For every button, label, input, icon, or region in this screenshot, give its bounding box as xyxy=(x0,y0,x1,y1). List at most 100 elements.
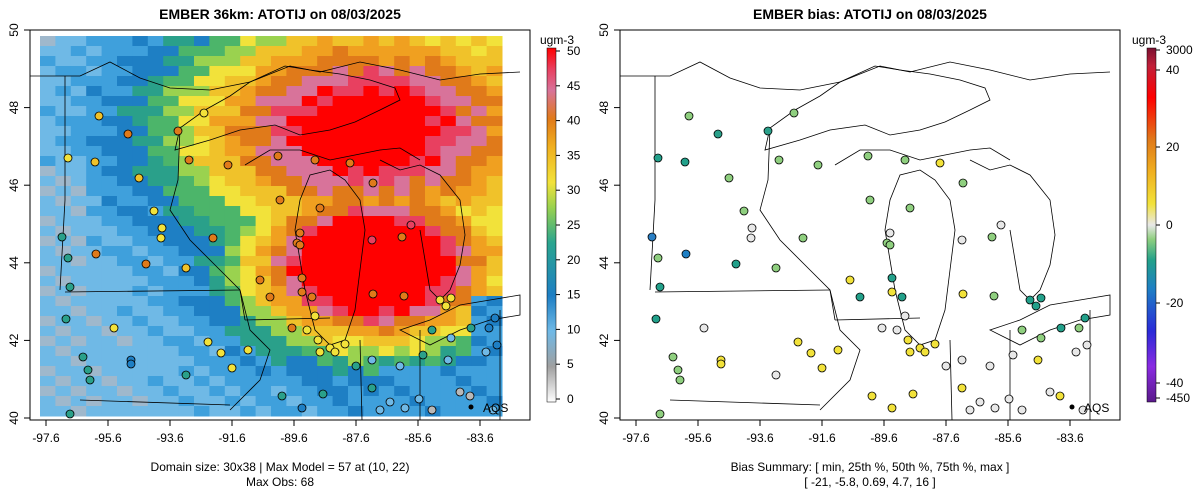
station-bias-point xyxy=(651,314,661,324)
grid-cell xyxy=(409,306,426,317)
axis-ticks: -97.6 -95.6 -93.6 -91.6 -89.6 -87.6 -85.6 -83.6… xyxy=(7,23,1084,445)
station-point xyxy=(184,155,194,165)
grid-cell xyxy=(409,146,426,157)
grid-cell xyxy=(178,306,195,317)
grid-cell xyxy=(86,186,103,197)
grid-cell xyxy=(317,76,334,87)
grid-cell xyxy=(471,256,488,267)
grid-cell xyxy=(455,396,472,407)
grid-cell xyxy=(455,126,472,137)
station-bias-point xyxy=(935,158,945,168)
grid-cell xyxy=(271,396,287,407)
grid-cell xyxy=(55,406,72,417)
grid-cell xyxy=(440,156,457,167)
grid-cell xyxy=(271,356,287,367)
grid-cell xyxy=(455,116,472,127)
station-point xyxy=(368,289,378,299)
grid-cell xyxy=(455,196,472,207)
grid-cell xyxy=(409,406,426,417)
grid-cell xyxy=(440,256,457,267)
grid-cell xyxy=(425,46,441,57)
grid-cell xyxy=(409,226,426,237)
grid-cell xyxy=(471,46,488,57)
grid-cell xyxy=(425,116,441,127)
grid-cell xyxy=(378,106,395,117)
grid-cell xyxy=(240,236,257,247)
grid-cell xyxy=(271,116,287,127)
grid-cell xyxy=(147,356,164,367)
grid-cell xyxy=(486,216,503,227)
grid-cell xyxy=(301,386,318,397)
grid-cell xyxy=(117,166,133,177)
grid-cell xyxy=(317,36,334,47)
y-tick-label: 40 xyxy=(7,411,21,425)
grid-cell xyxy=(86,196,103,207)
station-point xyxy=(287,323,297,333)
station-bias-point xyxy=(655,282,665,292)
grid-cell xyxy=(70,166,87,177)
grid-cell xyxy=(70,56,87,67)
grid-cell xyxy=(147,266,164,277)
grid-cell xyxy=(147,56,164,67)
grid-cell xyxy=(147,376,164,387)
grid-cell xyxy=(271,66,287,77)
grid-cell xyxy=(163,66,180,77)
boundary-line xyxy=(59,76,66,291)
grid-cell xyxy=(317,226,334,237)
grid-cell xyxy=(132,76,149,87)
grid-cell xyxy=(348,176,364,187)
grid-cell xyxy=(471,236,488,247)
grid-cell xyxy=(255,306,272,317)
grid-cell xyxy=(286,406,303,417)
grid-cell xyxy=(194,346,210,357)
grid-cell xyxy=(194,316,210,327)
grid-cell xyxy=(224,66,241,77)
grid-cell xyxy=(332,326,349,337)
grid-cell xyxy=(178,46,195,57)
grid-cell xyxy=(178,226,195,237)
grid-cell xyxy=(471,56,488,67)
grid-cell xyxy=(271,366,287,377)
grid-cell xyxy=(132,136,149,147)
grid-cell xyxy=(486,186,503,197)
left-colorbar-tick: 50 xyxy=(567,44,581,58)
grid-cell xyxy=(101,136,118,147)
grid-cell xyxy=(224,316,241,327)
grid-cell xyxy=(425,226,441,237)
station-bias-point xyxy=(817,363,827,373)
grid-cell xyxy=(86,236,103,247)
grid-cell xyxy=(332,116,349,127)
grid-cell xyxy=(271,336,287,347)
grid-cell xyxy=(86,146,103,157)
station-bias-point xyxy=(965,405,975,415)
grid-cell xyxy=(40,336,56,347)
grid-cell xyxy=(163,306,180,317)
grid-cell xyxy=(70,246,87,257)
grid-cell xyxy=(178,356,195,367)
station-bias-point xyxy=(887,403,897,413)
grid-cell xyxy=(101,216,118,227)
grid-cell xyxy=(117,136,133,147)
grid-cell xyxy=(409,386,426,397)
station-bias-point xyxy=(798,233,808,243)
grid-cell xyxy=(101,76,118,87)
grid-cell xyxy=(70,106,87,117)
grid-cell xyxy=(55,276,72,287)
grid-cell xyxy=(271,256,287,267)
grid-cell xyxy=(378,76,395,87)
grid-cell xyxy=(101,246,118,257)
grid-cell xyxy=(224,396,241,407)
grid-cell xyxy=(486,66,503,77)
grid-cell xyxy=(394,86,411,97)
grid-cell xyxy=(40,176,56,187)
x-tick-label: -85.6 xyxy=(404,431,432,445)
grid-cell xyxy=(101,96,118,107)
grid-cell xyxy=(271,56,287,67)
grid-cell xyxy=(332,196,349,207)
grid-cell xyxy=(86,226,103,237)
grid-cell xyxy=(194,386,210,397)
grid-cell xyxy=(271,296,287,307)
grid-cell xyxy=(101,196,118,207)
grid-cell xyxy=(40,226,56,237)
grid-cell xyxy=(240,286,257,297)
